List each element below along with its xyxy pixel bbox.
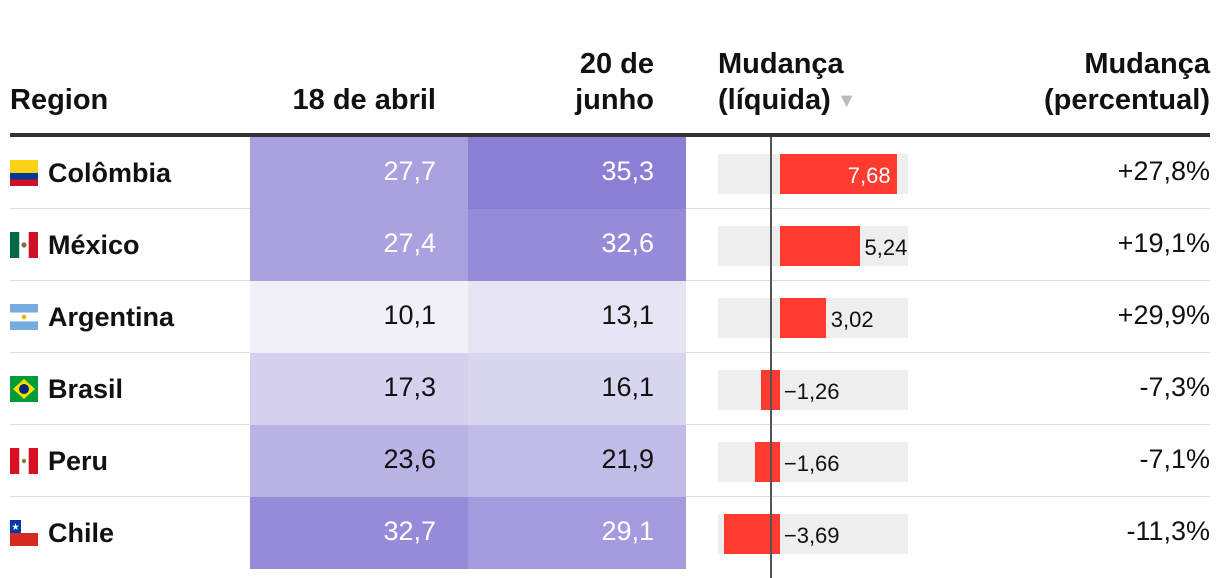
header-percent-change-line2: (percentual): [1044, 84, 1210, 116]
region-name: Chile: [48, 517, 115, 548]
region-cell: Chile: [10, 497, 114, 569]
net-change-label: 3,02: [830, 307, 874, 332]
net-change-cell: −3,69: [718, 497, 908, 569]
net-change-label: 5,24: [864, 235, 908, 260]
net-change-cell: 5,24: [718, 209, 908, 281]
table-row: Chile 32,7 29,1 −3,69 -11,3%: [10, 497, 1210, 569]
chile-flag-icon: [10, 520, 38, 546]
header-date-june-line1: 20 de: [579, 48, 654, 80]
header-date-june-line2: junho: [575, 84, 654, 116]
value-june: 16,1: [468, 353, 686, 425]
table-header: Region 18 de abril 20 de junho Mudança (…: [10, 0, 1210, 137]
region-name: México: [48, 229, 140, 260]
region-cell: México: [10, 209, 140, 281]
net-change-label: 7,68: [847, 163, 891, 188]
net-bar-track: [718, 370, 908, 410]
value-june: 13,1: [468, 281, 686, 353]
net-change-bar: [779, 154, 897, 194]
region-cell: Colômbia: [10, 137, 171, 209]
header-region[interactable]: Region: [10, 84, 109, 116]
net-change-bar: [779, 298, 826, 338]
header-percent-change-line1: Mudança: [1084, 48, 1210, 80]
mexico-flag-icon: [10, 232, 38, 258]
region-name: Brasil: [48, 373, 124, 404]
table-row: Argentina 10,1 13,1 3,02 +29,9%: [10, 281, 1210, 353]
net-change-label: −1,26: [783, 379, 840, 404]
colombia-flag-icon: [10, 160, 38, 186]
percent-change: -11,3%: [1126, 516, 1210, 546]
net-change-label: −1,66: [783, 451, 840, 476]
net-change-zero-axis: [770, 137, 772, 578]
net-change-label: −3,69: [783, 523, 840, 548]
region-cell: Argentina: [10, 281, 174, 353]
region-name: Argentina: [48, 301, 175, 332]
net-change-bar: [754, 442, 780, 482]
value-april: 27,4: [250, 209, 468, 281]
percent-change: +27,8%: [1117, 156, 1210, 186]
net-change-cell: 3,02: [718, 281, 908, 353]
region-name: Peru: [48, 445, 109, 476]
value-june: 35,3: [468, 137, 686, 209]
header-net-change[interactable]: Mudança (líquida) ▼: [718, 46, 918, 119]
net-change-bar: [779, 226, 860, 266]
value-april: 23,6: [250, 425, 468, 497]
header-net-change-line1: Mudança: [718, 48, 844, 80]
sort-desc-icon: ▼: [836, 90, 857, 112]
peru-flag-icon: [10, 448, 38, 474]
brazil-flag-icon: [10, 376, 38, 402]
header-date-april[interactable]: 18 de abril: [292, 84, 436, 116]
region-cell: Peru: [10, 425, 108, 497]
value-april: 17,3: [250, 353, 468, 425]
value-april: 27,7: [250, 137, 468, 209]
net-change-cell: 7,68: [718, 137, 908, 209]
header-net-change-line2: (líquida): [718, 84, 831, 116]
value-april: 32,7: [250, 497, 468, 569]
net-change-cell: −1,26: [718, 353, 908, 425]
header-date-june[interactable]: 20 de junho: [514, 46, 654, 118]
region-cell: Brasil: [10, 353, 123, 425]
header-percent-change[interactable]: Mudança (percentual): [950, 46, 1210, 118]
header-rule: [10, 133, 1210, 137]
value-june: 29,1: [468, 497, 686, 569]
table-body: Colômbia 27,7 35,3 7,68 +27,8% México: [10, 137, 1210, 569]
argentina-flag-icon: [10, 304, 38, 330]
net-change-cell: −1,66: [718, 425, 908, 497]
table-row: Brasil 17,3 16,1 −1,26 -7,3%: [10, 353, 1210, 425]
percent-change: -7,1%: [1139, 444, 1210, 474]
region-name: Colômbia: [48, 157, 172, 188]
percent-change: +19,1%: [1117, 228, 1210, 258]
table-row: Colômbia 27,7 35,3 7,68 +27,8%: [10, 137, 1210, 209]
percent-change: -7,3%: [1139, 372, 1210, 402]
net-bar-track: [718, 442, 908, 482]
percent-change: +29,9%: [1117, 300, 1210, 330]
value-april: 10,1: [250, 281, 468, 353]
value-june: 32,6: [468, 209, 686, 281]
table-row: México 27,4 32,6 5,24 +19,1%: [10, 209, 1210, 281]
value-june: 21,9: [468, 425, 686, 497]
table-row: Peru 23,6 21,9 −1,66 -7,1%: [10, 425, 1210, 497]
